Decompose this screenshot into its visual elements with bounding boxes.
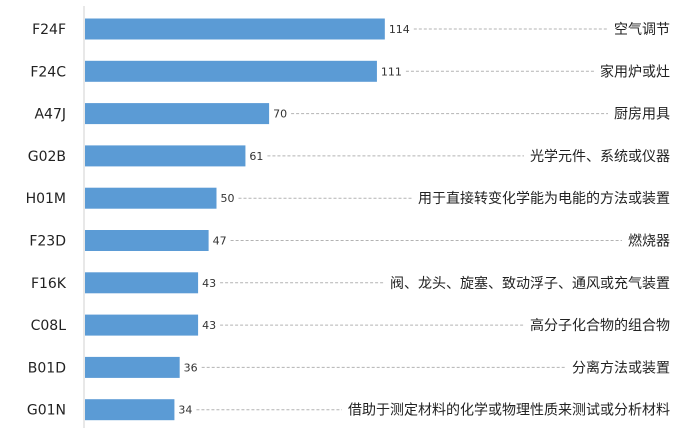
- category-label: C08L: [31, 318, 67, 334]
- bar: [85, 187, 217, 209]
- bar: [85, 399, 175, 421]
- description-label: 燃烧器: [628, 233, 670, 250]
- description-label: 分离方法或装置: [572, 359, 670, 376]
- bar: [85, 18, 385, 40]
- data-label: 43: [202, 277, 216, 290]
- bar: [85, 60, 377, 82]
- bar: [85, 356, 180, 378]
- data-label: 70: [273, 108, 287, 121]
- description-label: 空气调节: [614, 22, 670, 38]
- category-label: F23D: [29, 234, 66, 250]
- data-label: 34: [178, 404, 192, 417]
- category-label: F24C: [30, 64, 66, 80]
- bar: [85, 103, 270, 125]
- category-label: F16K: [31, 276, 67, 292]
- category-label: G02B: [28, 149, 66, 165]
- data-label: 111: [381, 65, 402, 78]
- bar: [85, 314, 199, 336]
- bar: [85, 230, 209, 251]
- description-label: 用于直接转变化学能为电能的方法或装置: [418, 190, 670, 207]
- data-label: 61: [249, 150, 263, 163]
- data-label: 47: [213, 235, 227, 248]
- category-label: F24F: [32, 22, 66, 38]
- bar: [85, 145, 246, 167]
- description-label: 光学元件、系统或仪器: [530, 149, 670, 165]
- category-label: A47J: [34, 107, 66, 123]
- data-label: 114: [389, 23, 410, 36]
- data-label: 36: [184, 361, 198, 374]
- description-label: 厨房用具: [614, 107, 670, 123]
- category-label: H01M: [26, 191, 66, 207]
- bar: [85, 272, 199, 294]
- data-label: 50: [221, 192, 235, 205]
- description-label: 借助于测定材料的化学或物理性质来测试或分析材料: [348, 403, 670, 419]
- description-label: 高分子化合物的组合物: [530, 317, 670, 334]
- data-label: 43: [202, 319, 216, 332]
- category-label: G01N: [27, 403, 66, 419]
- description-label: 阀、龙头、旋塞、致动浮子、通风或充气装置: [390, 275, 670, 292]
- description-label: 家用炉或灶: [600, 63, 670, 80]
- category-label: B01D: [28, 360, 66, 376]
